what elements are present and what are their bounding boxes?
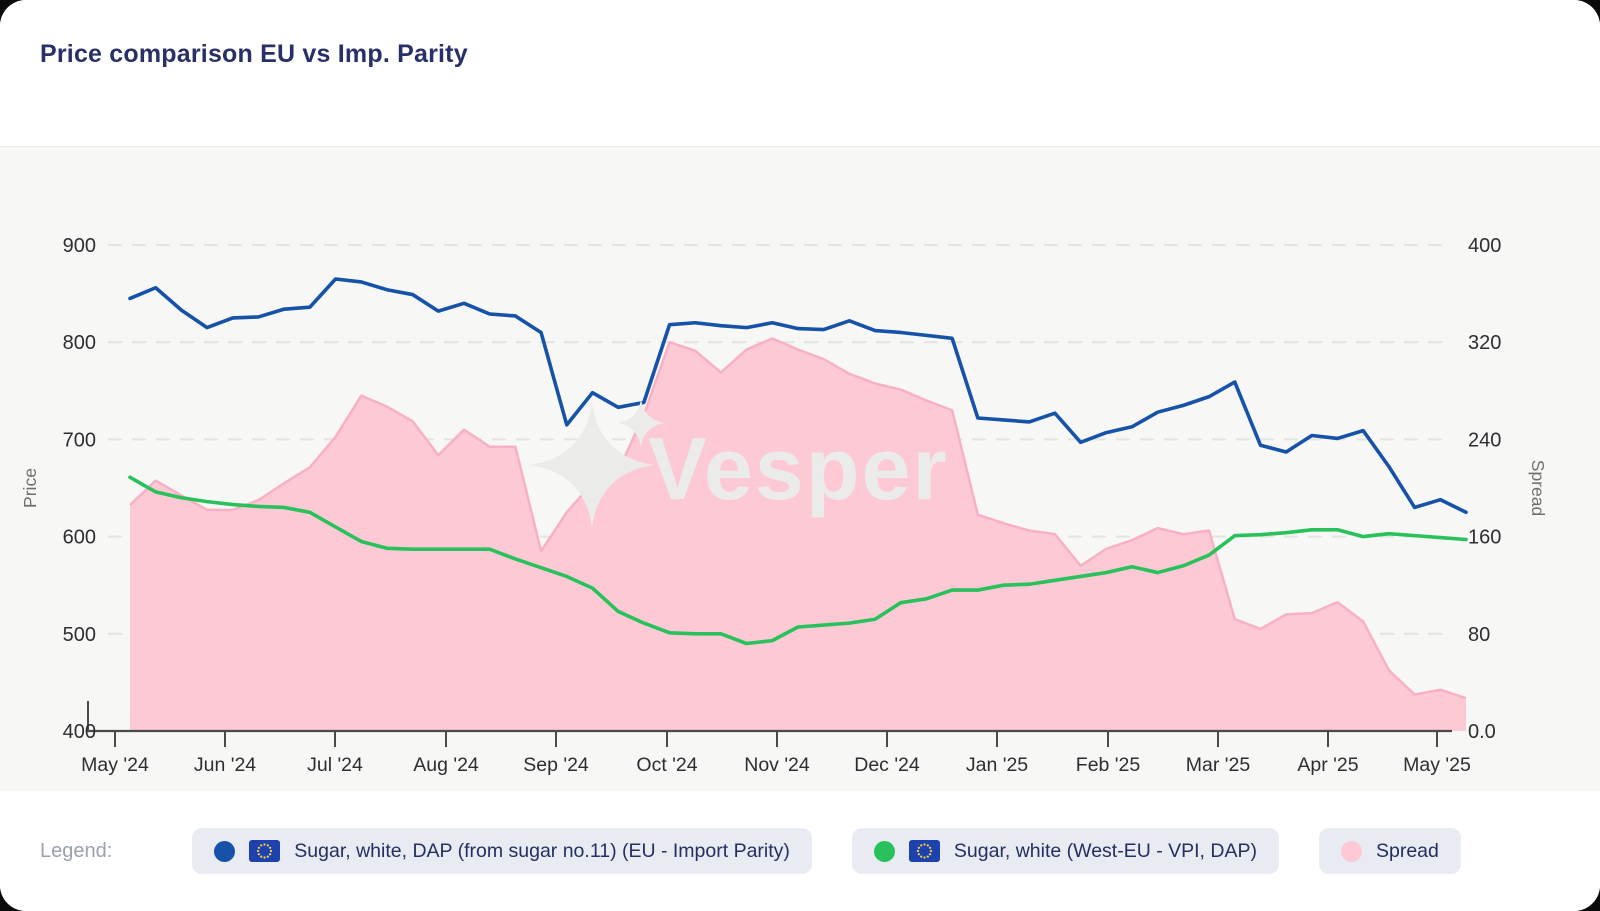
left-tick-label: 400 (63, 721, 96, 743)
right-tick-label: 0.0 (1468, 721, 1496, 743)
x-tick-label: Aug '24 (413, 754, 479, 776)
left-tick-label: 900 (63, 235, 96, 257)
legend-item-label: Sugar, white, DAP (from sugar no.11) (EU… (294, 839, 790, 862)
x-tick-label: May '25 (1403, 754, 1471, 776)
right-tick-label: 320 (1468, 332, 1501, 354)
right-tick-label: 400 (1468, 235, 1501, 257)
x-tick-label: Feb '25 (1076, 754, 1141, 776)
legend-item-label: Spread (1375, 839, 1439, 862)
svg-text:Vesper: Vesper (648, 419, 949, 518)
legend-items: Sugar, white, DAP (from sugar no.11) (EU… (192, 828, 1461, 874)
card-header: Price comparison EU vs Imp. Parity (0, 0, 1600, 146)
vesper-watermark: Vesper (530, 399, 949, 527)
legend-item-vpi[interactable]: Sugar, white (West-EU - VPI, DAP) (851, 828, 1279, 874)
right-tick-label: 160 (1468, 527, 1501, 549)
spread-dot-icon (1340, 840, 1362, 862)
eu-flag-icon (249, 840, 281, 862)
x-tick-label: Jul '24 (307, 754, 363, 776)
x-tick-label: Sep '24 (523, 754, 589, 776)
right-axis-title: Spread (1528, 460, 1548, 516)
left-tick-label: 500 (63, 624, 96, 646)
eu-flag-stars (257, 843, 273, 859)
price-spread-chart[interactable]: Vesper May '24 Jun '24 Jul '24 Aug '24 Sep '2… (0, 147, 1600, 792)
x-tick-label: Apr '25 (1297, 754, 1358, 776)
x-tick-label: May '24 (81, 754, 149, 776)
right-tick-label: 80 (1468, 624, 1490, 646)
right-tick-label: 240 (1468, 429, 1501, 451)
x-tick-label: Dec '24 (854, 754, 920, 776)
eu-flag-icon (908, 840, 940, 862)
left-tick-label: 700 (63, 429, 96, 451)
left-tick-label: 800 (63, 332, 96, 354)
legend-item-spread[interactable]: Spread (1318, 828, 1461, 874)
vpi-dot-icon (873, 840, 895, 862)
legend-label: Legend: (40, 839, 113, 862)
page-title: Price comparison EU vs Imp. Parity (40, 40, 468, 68)
legend-bar: Legend: Sugar, white, DAP (from sugar no… (0, 791, 1600, 911)
x-tick-label: Jan '25 (966, 754, 1028, 776)
eu-flag-stars (916, 843, 933, 859)
left-axis-title: Price (20, 468, 40, 508)
x-tick-label: Oct '24 (636, 754, 697, 776)
legend-item-import-parity[interactable]: Sugar, white, DAP (from sugar no.11) (EU… (192, 828, 812, 874)
import-parity-dot-icon (214, 840, 236, 862)
legend-item-label: Sugar, white (West-EU - VPI, DAP) (953, 839, 1257, 862)
left-tick-label: 600 (63, 527, 96, 549)
x-tick-label: Nov '24 (744, 754, 810, 776)
x-tick-label: Jun '24 (194, 754, 256, 776)
chart-area: Vesper May '24 Jun '24 Jul '24 Aug '24 Sep '2… (0, 146, 1600, 791)
x-tick-label: Mar '25 (1186, 754, 1251, 776)
